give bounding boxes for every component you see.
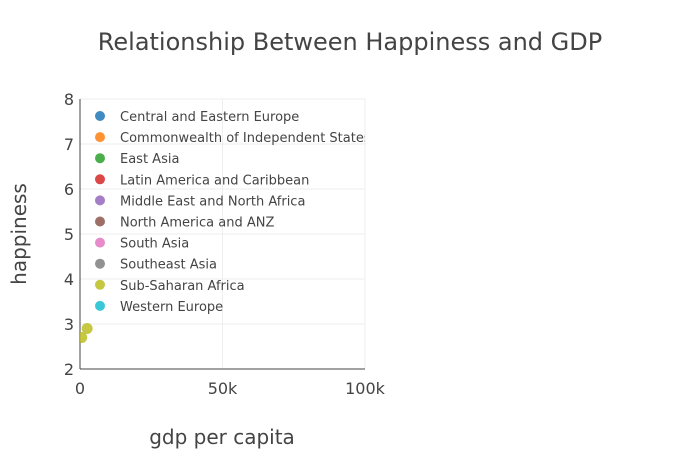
y-tick-label: 5: [64, 225, 74, 244]
legend-item[interactable]: Central and Eastern Europe: [95, 110, 299, 125]
legend-label: Western Europe: [120, 300, 223, 315]
legend-marker: [95, 111, 105, 121]
data-points: [76, 323, 93, 343]
legend-item[interactable]: Commonwealth of Independent States: [95, 131, 371, 146]
x-tick-label: 50k: [208, 379, 238, 398]
y-tick-label: 6: [64, 180, 74, 199]
legend-label: South Asia: [120, 237, 189, 252]
legend-marker: [95, 174, 105, 185]
data-point[interactable]: [76, 332, 88, 343]
legend-marker: [95, 132, 105, 143]
legend-label: Central and Eastern Europe: [120, 110, 299, 125]
legend-label: North America and ANZ: [120, 216, 274, 231]
legend-item[interactable]: North America and ANZ: [95, 216, 274, 231]
legend-label: East Asia: [120, 152, 179, 167]
tick-labels: 0 50k 100k 2 3 4 5 6 7 8: [64, 90, 386, 398]
legend-marker: [95, 279, 105, 290]
legend-item[interactable]: Western Europe: [95, 300, 223, 315]
legend-marker: [95, 300, 105, 311]
legend[interactable]: Central and Eastern Europe Commonwealth o…: [95, 110, 371, 315]
y-tick-label: 3: [64, 315, 74, 334]
axes: [79, 99, 365, 370]
y-tick-label: 2: [64, 360, 74, 379]
legend-marker: [95, 216, 105, 227]
legend-marker: [95, 237, 105, 248]
y-tick-label: 8: [64, 90, 74, 109]
legend-label: Southeast Asia: [120, 258, 217, 273]
legend-label: Commonwealth of Independent States: [120, 131, 371, 146]
y-tick-label: 4: [64, 270, 74, 289]
legend-label: Sub-Saharan Africa: [120, 279, 245, 294]
legend-item[interactable]: Sub-Saharan Africa: [95, 279, 245, 294]
x-tick-label: 0: [75, 379, 85, 398]
legend-marker: [95, 195, 105, 206]
grid-lines: [80, 98, 366, 369]
data-point[interactable]: [81, 323, 93, 334]
legend-item[interactable]: Latin America and Caribbean: [95, 173, 309, 188]
legend-label: Latin America and Caribbean: [120, 173, 309, 188]
x-axis-title: gdp per capita: [149, 425, 295, 449]
y-tick-label: 7: [64, 135, 74, 154]
legend-item[interactable]: Middle East and North Africa: [95, 194, 305, 209]
legend-label: Middle East and North Africa: [120, 194, 305, 209]
legend-item[interactable]: Southeast Asia: [95, 258, 217, 273]
chart-title: Relationship Between Happiness and GDP: [98, 28, 602, 56]
legend-item[interactable]: South Asia: [95, 237, 189, 252]
legend-marker: [95, 258, 105, 269]
legend-item[interactable]: East Asia: [95, 152, 179, 167]
legend-marker: [95, 153, 105, 164]
y-axis-title: happiness: [7, 183, 31, 285]
x-tick-label: 100k: [345, 379, 386, 398]
